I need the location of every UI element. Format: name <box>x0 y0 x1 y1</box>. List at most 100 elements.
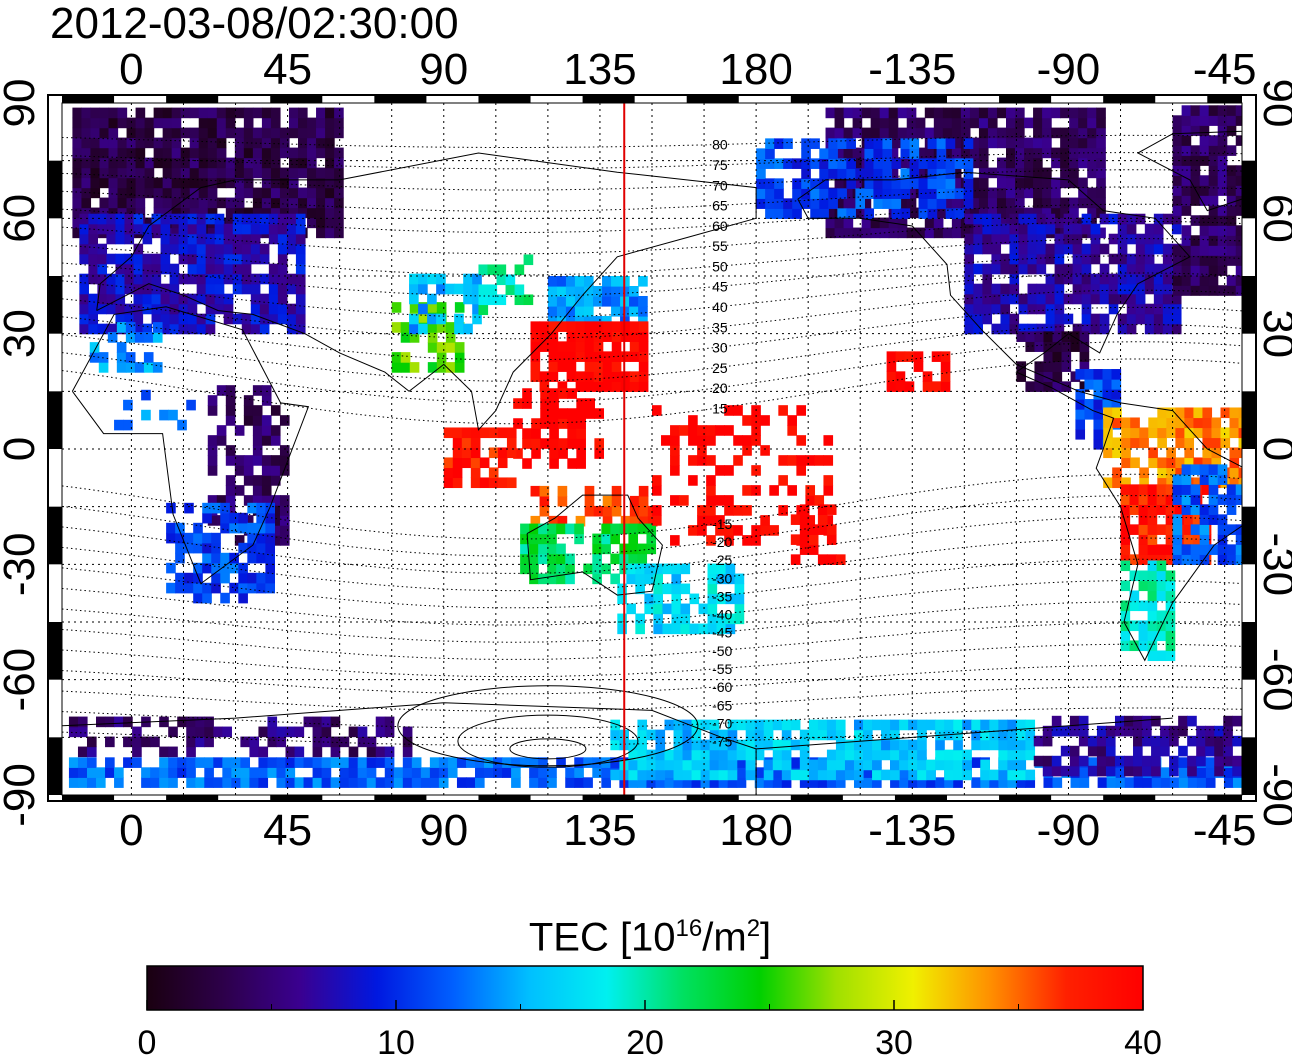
top-longitude-label: -135 <box>868 45 956 94</box>
top-longitude-label: 135 <box>563 45 636 94</box>
left-latitude-label: -30 <box>0 533 44 597</box>
magnetic-latitude-label: 30 <box>712 340 728 356</box>
magnetic-latitude-label: -35 <box>712 588 732 604</box>
right-latitude-label: 0 <box>1254 437 1292 461</box>
magnetic-latitude-contour <box>62 580 1242 626</box>
magnetic-latitude-contour <box>62 358 1242 425</box>
frame-segment <box>478 95 531 103</box>
right-latitude-label: -60 <box>1254 648 1292 712</box>
coastline-path <box>62 702 1173 795</box>
magnetic-latitude-contours: 80 75 70 65 60 55 50 45 40 35 30 25 20 15 -15 -20 -25 -30… <box>62 134 1242 768</box>
magnetic-latitude-label: 35 <box>712 319 728 335</box>
colorbar-tick-label: 10 <box>377 1024 415 1057</box>
magnetic-latitude-contour <box>62 707 1242 729</box>
frame-segment <box>374 795 427 801</box>
magnetic-latitude-contour <box>62 324 1242 382</box>
coastline-path <box>797 171 1242 662</box>
frame-segment <box>790 95 843 103</box>
coastline-path <box>526 494 663 596</box>
graticule <box>62 103 1242 795</box>
magnetic-latitude-contour <box>62 601 1242 643</box>
magnetic-latitude-contour <box>62 665 1242 695</box>
bottom-longitude-label: 135 <box>563 806 636 855</box>
frame-segment <box>686 795 739 801</box>
magnetic-latitude-contour <box>62 255 1242 297</box>
magnetic-latitude-contour <box>62 220 1242 255</box>
frame-segment <box>1242 737 1256 795</box>
frame-segment <box>48 276 62 334</box>
bottom-longitude-label: -135 <box>868 806 956 855</box>
frame-segment <box>374 95 427 103</box>
left-latitude-label: -90 <box>0 763 44 827</box>
colorbar-tick-label: 0 <box>138 1024 157 1057</box>
magnetic-latitude-label: 80 <box>712 137 728 153</box>
magnetic-latitude-label: 50 <box>712 258 728 274</box>
frame-segment <box>48 506 62 565</box>
coastline-path <box>1136 130 1242 212</box>
frame-segment <box>894 95 947 103</box>
frame-segment <box>48 160 62 219</box>
colorbar-tick-label: 30 <box>875 1024 913 1057</box>
frame-segment <box>686 95 739 103</box>
axis-labels: 0 45 90 135 180 -135 -90 -450 45 90 135 180 -135 -90-… <box>0 45 1292 855</box>
frame-segment <box>1242 506 1256 565</box>
top-longitude-label: 45 <box>263 45 312 94</box>
magnetic-latitude-contour <box>62 186 1242 212</box>
magnetic-latitude-label: -75 <box>712 734 732 750</box>
magnetic-latitude-contour <box>62 152 1242 170</box>
magnetic-latitude-label: 25 <box>712 360 728 376</box>
magnetic-latitude-label: -25 <box>712 552 732 568</box>
frame-segment <box>1103 95 1156 103</box>
magnetic-latitude-contour <box>62 238 1242 276</box>
magnetic-latitude-contour <box>62 537 1242 592</box>
magnetic-latitude-contour <box>62 516 1242 574</box>
magnetic-latitude-label: -40 <box>712 607 732 623</box>
left-latitude-label: 60 <box>0 194 44 243</box>
right-latitude-label: 90 <box>1254 79 1292 128</box>
magnetic-latitude-contour <box>62 169 1242 191</box>
top-longitude-label: 180 <box>719 45 792 94</box>
frame-segment <box>1242 622 1256 680</box>
frame-segment <box>999 795 1052 801</box>
coastlines <box>62 130 1242 795</box>
right-latitude-label: 60 <box>1254 194 1292 243</box>
left-latitude-label: -60 <box>0 648 44 712</box>
left-latitude-label: 0 <box>0 437 44 461</box>
frame-segment <box>166 95 219 103</box>
frame-segment <box>1242 160 1256 219</box>
top-longitude-label: -90 <box>1037 45 1101 94</box>
bottom-longitude-label: 0 <box>119 806 143 855</box>
tec-cells <box>68 105 1242 788</box>
magnetic-latitude-contour <box>62 686 1242 712</box>
magnetic-pole-contour <box>397 685 699 767</box>
frame-segment <box>1207 95 1242 103</box>
frame-segment <box>62 95 115 103</box>
frame-segment <box>478 795 531 801</box>
magnetic-pole-contour <box>457 714 639 768</box>
frame-segment <box>999 95 1052 103</box>
frame-segment <box>48 737 62 795</box>
magnetic-latitude-label: -30 <box>712 570 732 586</box>
frame-segment <box>166 795 219 801</box>
top-longitude-label: 90 <box>419 45 468 94</box>
frame-segment <box>894 795 947 801</box>
top-longitude-label: -45 <box>1193 45 1257 94</box>
map-frame <box>47 94 1257 802</box>
magnetic-latitude-contour <box>62 203 1242 233</box>
frame-segment <box>1242 391 1256 449</box>
bottom-longitude-label: 90 <box>419 806 468 855</box>
magnetic-latitude-label: 15 <box>712 400 728 416</box>
magnetic-latitude-label: 70 <box>712 177 728 193</box>
magnetic-latitude-label: -20 <box>712 534 732 550</box>
left-latitude-label: 90 <box>0 79 44 128</box>
timestamp: 2012-03-08/02:30:00 <box>50 0 459 48</box>
magnetic-latitude-contour <box>62 495 1242 557</box>
magnetic-latitude-contour <box>62 622 1242 660</box>
frame-segment <box>48 391 62 449</box>
frame-segment <box>48 622 62 680</box>
frame-segment <box>582 95 635 103</box>
bottom-longitude-label: -45 <box>1193 806 1257 855</box>
frame-segment <box>270 795 323 801</box>
colorbar-tick-label: 40 <box>1124 1024 1162 1057</box>
